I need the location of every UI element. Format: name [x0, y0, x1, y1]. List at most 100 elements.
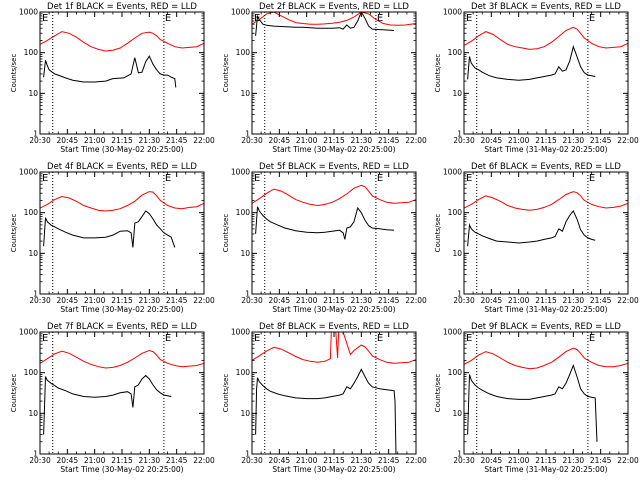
event-marker-label: E	[42, 173, 48, 184]
y-tick-label: 1000	[19, 168, 38, 177]
y-tick-label: 1000	[443, 328, 462, 337]
event-marker-label: E	[42, 13, 48, 24]
x-tick-label: 21:45	[166, 456, 188, 465]
x-tick-label: 22:00	[193, 296, 215, 305]
x-tick-label: 21:45	[166, 296, 188, 305]
panel-title: Det 2f BLACK = Events, RED = LLD	[259, 2, 409, 12]
x-tick-label: 21:15	[535, 456, 557, 465]
events-line	[467, 364, 598, 442]
event-marker-label: E	[165, 13, 171, 24]
x-tick-label: 21:15	[323, 296, 345, 305]
y-tick-label: 100	[236, 208, 251, 217]
x-tick-label: 21:00	[296, 136, 318, 145]
x-tick-label: 21:00	[508, 296, 530, 305]
y-axis-label: Counts/sec	[222, 214, 230, 253]
lld-line	[40, 349, 204, 369]
x-tick-label: 20:45	[481, 296, 503, 305]
x-tick-label: 21:15	[111, 136, 133, 145]
event-marker-label: E	[589, 333, 595, 344]
events-line	[255, 368, 397, 454]
panel-title: Det 6f BLACK = Events, RED = LLD	[471, 162, 621, 172]
y-tick-label: 100	[24, 368, 39, 377]
panel-title: Det 5f BLACK = Events, RED = LLD	[259, 162, 409, 172]
lld-line	[464, 191, 628, 211]
x-tick-label: 20:45	[269, 456, 291, 465]
x-tick-label: 20:30	[29, 456, 51, 465]
x-axis-label: Start Time (30-May-02 20:25:00)	[60, 145, 183, 154]
y-tick-label: 10	[452, 249, 462, 258]
event-marker-label: E	[254, 173, 260, 184]
x-tick-label: 21:30	[563, 296, 585, 305]
y-tick-label: 1	[457, 130, 462, 139]
x-tick-label: 21:45	[378, 456, 400, 465]
x-tick-label: 21:00	[84, 296, 106, 305]
events-line	[43, 210, 176, 248]
event-marker-label: E	[254, 13, 260, 24]
y-tick-label: 1	[245, 450, 250, 459]
event-marker-label: E	[466, 333, 472, 344]
x-tick-label: 21:30	[563, 456, 585, 465]
y-tick-label: 1	[245, 290, 250, 299]
y-tick-label: 100	[24, 48, 39, 57]
x-tick-label: 21:00	[84, 456, 106, 465]
event-marker-label: E	[377, 173, 383, 184]
x-tick-label: 21:00	[508, 456, 530, 465]
x-tick-label: 21:00	[84, 136, 106, 145]
x-tick-label: 20:30	[29, 136, 51, 145]
y-tick-label: 1	[33, 450, 38, 459]
panel-title: Det 9f BLACK = Events, RED = LLD	[471, 322, 621, 332]
x-tick-label: 21:30	[351, 296, 373, 305]
events-line	[255, 206, 395, 240]
y-axis-label: Counts/sec	[222, 374, 230, 413]
y-axis-label: Counts/sec	[434, 214, 442, 253]
x-tick-label: 21:45	[378, 296, 400, 305]
y-tick-label: 10	[452, 409, 462, 418]
y-axis-label: Counts/sec	[10, 374, 18, 413]
y-tick-label: 1000	[443, 8, 462, 17]
x-tick-label: 22:00	[617, 136, 639, 145]
events-line	[255, 12, 395, 36]
x-tick-label: 20:45	[269, 296, 291, 305]
y-tick-label: 1	[457, 450, 462, 459]
plot-frame	[251, 331, 417, 455]
events-line	[467, 45, 596, 81]
x-tick-label: 20:30	[241, 136, 263, 145]
x-axis-label: Start Time (30-May-02 20:25:00)	[60, 305, 183, 314]
events-line	[43, 55, 177, 88]
x-tick-label: 20:45	[57, 296, 79, 305]
x-tick-label: 21:15	[323, 456, 345, 465]
x-tick-label: 20:30	[241, 296, 263, 305]
y-tick-label: 100	[448, 48, 463, 57]
x-tick-label: 21:15	[111, 296, 133, 305]
x-axis-label: Start Time (31-May-02 20:25:00)	[484, 305, 607, 314]
lld-line	[40, 191, 204, 212]
y-tick-label: 1	[33, 290, 38, 299]
y-tick-label: 1	[457, 290, 462, 299]
y-axis-label: Counts/sec	[222, 54, 230, 93]
y-tick-label: 1000	[19, 8, 38, 17]
x-tick-label: 22:00	[405, 296, 427, 305]
y-tick-label: 1	[33, 130, 38, 139]
x-tick-label: 21:15	[535, 296, 557, 305]
event-marker-label: E	[165, 333, 171, 344]
lld-line	[252, 332, 416, 364]
x-tick-label: 21:30	[139, 136, 161, 145]
event-marker-label: E	[589, 173, 595, 184]
y-tick-label: 100	[24, 208, 39, 217]
x-tick-label: 21:30	[351, 136, 373, 145]
event-marker-label: E	[589, 13, 595, 24]
plot-frame	[39, 171, 205, 295]
lld-line	[464, 347, 628, 370]
x-tick-label: 21:45	[590, 296, 612, 305]
x-tick-label: 22:00	[405, 456, 427, 465]
x-tick-label: 22:00	[617, 456, 639, 465]
x-tick-label: 20:45	[57, 136, 79, 145]
event-marker-label: E	[466, 173, 472, 184]
x-axis-label: Start Time (30-May-02 20:25:00)	[272, 145, 395, 154]
